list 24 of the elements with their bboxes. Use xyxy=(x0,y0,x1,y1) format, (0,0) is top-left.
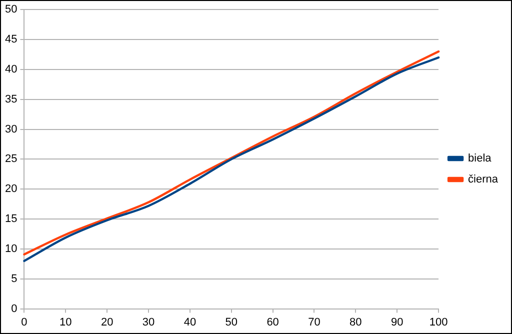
x-tick-label: 40 xyxy=(184,316,196,328)
y-tick-label: 40 xyxy=(4,63,18,76)
y-tick-label: 10 xyxy=(4,242,18,255)
x-tick-label: 70 xyxy=(308,316,320,328)
y-tick-label: 35 xyxy=(4,93,18,106)
legend-label: čierna xyxy=(468,174,499,186)
x-tick-label: 30 xyxy=(142,316,155,328)
y-tick-label: 25 xyxy=(4,153,18,166)
x-tick-label: 0 xyxy=(21,316,28,328)
y-tick-label: 50 xyxy=(4,4,18,16)
y-tick-label: 15 xyxy=(4,213,18,226)
y-tick-label: 20 xyxy=(4,183,18,196)
y-tick-label: 30 xyxy=(4,123,18,136)
x-tick-label: 20 xyxy=(100,316,114,328)
y-tick-label: 5 xyxy=(11,272,18,285)
x-tick-label: 60 xyxy=(266,316,279,328)
y-tick-label: 45 xyxy=(4,34,18,46)
legend-label: biela xyxy=(468,152,492,165)
x-tick-label: 50 xyxy=(225,316,238,328)
x-tick-label: 80 xyxy=(350,316,362,328)
y-tick-label: 0 xyxy=(11,302,18,315)
x-tick-label: 100 xyxy=(429,316,448,328)
x-tick-label: 90 xyxy=(390,316,404,328)
x-tick-label: 10 xyxy=(60,316,72,328)
